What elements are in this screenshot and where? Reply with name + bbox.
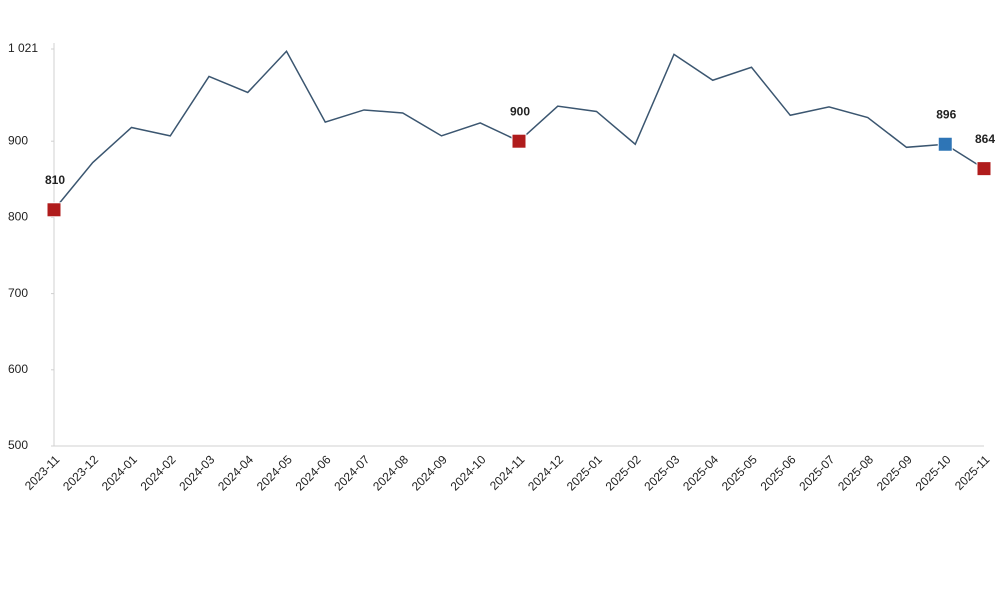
highlight-marker xyxy=(511,133,527,149)
x-tick-label: 2023-12 xyxy=(60,452,101,493)
x-tick-label: 2025-01 xyxy=(564,452,605,493)
x-tick-label: 2024-03 xyxy=(176,452,217,493)
x-tick-label: 2025-07 xyxy=(796,452,837,493)
x-tick-label: 2024-09 xyxy=(409,452,450,493)
highlight-marker xyxy=(937,136,953,152)
data-label: 896 xyxy=(936,107,956,121)
data-label: 864 xyxy=(975,132,995,146)
y-tick-label: 600 xyxy=(8,362,28,376)
x-tick-label: 2023-11 xyxy=(22,452,63,493)
x-tick-label: 2024-05 xyxy=(254,452,295,493)
x-tick-label: 2025-09 xyxy=(874,452,915,493)
x-tick-label: 2025-05 xyxy=(719,452,760,493)
x-tick-label: 2024-06 xyxy=(293,452,334,493)
x-tick-label: 2024-11 xyxy=(487,452,528,493)
x-tick-label: 2024-04 xyxy=(215,452,256,493)
x-tick-label: 2024-07 xyxy=(331,452,372,493)
y-tick-label: 800 xyxy=(8,210,28,224)
highlight-marker xyxy=(46,202,62,218)
highlight-marker xyxy=(976,161,992,177)
data-label: 900 xyxy=(510,104,530,118)
x-tick-label: 2024-01 xyxy=(99,452,140,493)
x-tick-label: 2024-08 xyxy=(370,452,411,493)
x-tick-label: 2025-06 xyxy=(758,452,799,493)
x-tick-label: 2025-02 xyxy=(603,452,644,493)
x-tick-label: 2025-10 xyxy=(913,452,954,493)
x-tick-label: 2024-02 xyxy=(138,452,179,493)
y-tick-label: 700 xyxy=(8,286,28,300)
x-tick-label: 2024-10 xyxy=(448,452,489,493)
x-tick-label: 2025-08 xyxy=(835,452,876,493)
x-tick-label: 2025-11 xyxy=(952,452,993,493)
x-tick-label: 2024-12 xyxy=(525,452,566,493)
y-tick-label: 500 xyxy=(8,438,28,452)
data-label: 810 xyxy=(45,173,65,187)
x-tick-label: 2025-03 xyxy=(641,452,682,493)
x-tick-label: 2025-04 xyxy=(680,452,721,493)
data-line xyxy=(53,50,985,211)
y-tick-label: 900 xyxy=(8,133,28,147)
y-tick-label: 1 021 xyxy=(8,41,38,55)
